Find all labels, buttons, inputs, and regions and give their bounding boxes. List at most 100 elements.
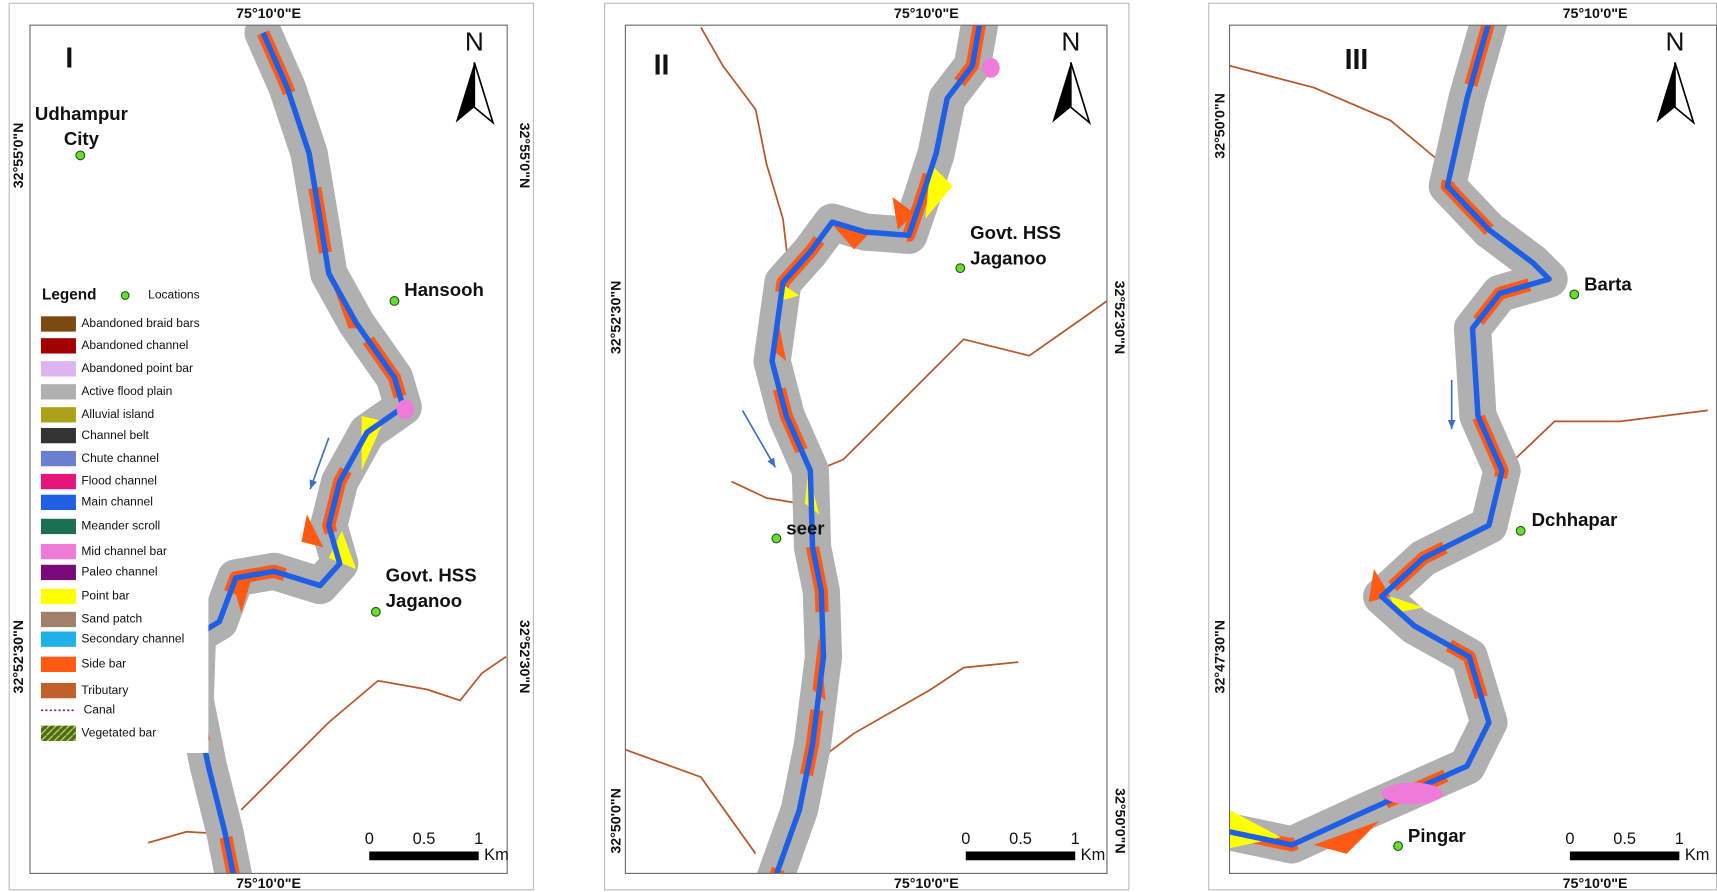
- legend-label: Abandoned point bar: [81, 361, 193, 375]
- mid-channel-bar: [1381, 782, 1443, 805]
- scale-tick-label: 0: [961, 830, 970, 848]
- scale-tick-label: 1: [1675, 830, 1684, 848]
- panel-border: [604, 2, 1130, 891]
- tributary: [240, 655, 507, 811]
- legend-label: Mid channel bar: [81, 544, 167, 558]
- scale-tick-label: 0: [365, 830, 374, 848]
- legend-swatch: [40, 494, 76, 511]
- location-dot: [771, 533, 782, 544]
- legend-label: Side bar: [81, 657, 126, 671]
- location-label: Udhampur: [35, 103, 128, 124]
- right-coord-label: 32°52'30"N: [1111, 281, 1127, 355]
- legend-swatch: [40, 427, 76, 444]
- legend-label: Point bar: [81, 589, 129, 603]
- frame: [29, 24, 508, 874]
- panel-number: I: [65, 43, 73, 75]
- legend-swatch: [40, 316, 76, 332]
- left-coord-label: 32°52'30"N: [11, 620, 27, 694]
- location-label: Dchhapar: [1532, 509, 1618, 530]
- location-label: Jaganoo: [970, 247, 1046, 268]
- map-content: [1229, 25, 1708, 864]
- left-coord-label: 32°47'30"N: [1213, 620, 1229, 694]
- scale-unit: Km: [484, 846, 509, 864]
- flow-arrow: [741, 410, 777, 468]
- location-dot: [370, 606, 381, 617]
- top-coord-label: 75°10'0"E: [236, 6, 301, 22]
- point-bar: [328, 530, 357, 570]
- location-dot: [75, 150, 86, 161]
- location-label: Pingar: [1408, 825, 1466, 846]
- panel-number: III: [1345, 44, 1369, 76]
- north-arrow-left: [1656, 62, 1675, 123]
- legend-swatch: [40, 450, 76, 467]
- main-channel: [1229, 25, 1552, 848]
- legend-location-label: Locations: [148, 288, 199, 302]
- north-arrow-right: [1674, 62, 1696, 125]
- top-coord-label: 75°10'0"E: [894, 6, 959, 22]
- top-coord-label: 75°10'0"E: [1563, 6, 1628, 22]
- left-coord-label: 32°52'30"N: [608, 281, 624, 355]
- scale-tick-label: 0.5: [1613, 830, 1636, 848]
- map-panel: II N 75°10'0"E 75°10'0"E 32°52'30"N 32°50'0"N…: [604, 2, 1130, 892]
- legend-swatch: [40, 564, 76, 581]
- tributary: [809, 661, 1019, 767]
- north-arrow-left: [1052, 62, 1071, 123]
- location-label: City: [64, 128, 100, 149]
- scale-tick-label: 0.5: [1009, 830, 1032, 848]
- bottom-coord-label: 75°10'0"E: [894, 876, 959, 892]
- north-label: N: [1665, 27, 1684, 57]
- scale-bar: [1569, 851, 1680, 861]
- point-bar: [925, 164, 953, 219]
- location-label: Hansooh: [404, 279, 484, 300]
- scale-tick-label: 0: [1565, 830, 1574, 848]
- location-dot: [389, 296, 400, 306]
- left-coord-label: 32°55'0"N: [11, 123, 27, 189]
- location-label: Govt. HSS: [970, 222, 1061, 243]
- right-coord-label: 32°55'0"N: [516, 123, 532, 189]
- main-channel: [769, 25, 983, 874]
- north-label: N: [1061, 27, 1080, 57]
- legend-label: Flood channel: [81, 474, 157, 488]
- legend-swatch: [40, 407, 76, 423]
- side-bar: [892, 197, 915, 230]
- flow-arrow-head: [309, 479, 317, 490]
- legend-label: Alluvial island: [81, 407, 154, 421]
- legend-label: Chute channel: [81, 451, 159, 465]
- location-label: Jaganoo: [386, 590, 462, 611]
- left-coord-label: 32°50'0"N: [608, 788, 624, 854]
- location-label: Govt. HSS: [386, 565, 477, 586]
- flow-arrow: [309, 437, 330, 490]
- legend-swatch: [40, 725, 76, 741]
- legend: Legend Locations Abandoned braid bars Aband…: [33, 282, 209, 754]
- legend-label: Meander scroll: [81, 519, 160, 533]
- legend-swatch: [40, 588, 76, 605]
- side-bar: [1313, 820, 1380, 854]
- legend-swatch: [40, 338, 76, 354]
- legend-swatch: [40, 656, 76, 673]
- legend-swatch: [40, 473, 76, 490]
- panel-border: [8, 2, 534, 891]
- flow-arrow-head: [1447, 419, 1456, 430]
- side-bar: [301, 514, 324, 548]
- legend-swatch: [40, 543, 76, 560]
- legend-swatch: [40, 384, 76, 400]
- right-coord-label: 32°50'0"N: [1111, 788, 1127, 854]
- legend-swatch: [40, 682, 76, 699]
- bottom-coord-label: 75°10'0"E: [1563, 876, 1628, 892]
- legend-swatch: [40, 361, 76, 377]
- tributary: [700, 26, 792, 285]
- legend-label: Main channel: [81, 495, 152, 509]
- bottom-coord-label: 75°10'0"E: [236, 876, 301, 892]
- legend-label: Paleo channel: [81, 565, 157, 579]
- map-panel: III N 75°10'0"E 75°10'0"E 32°50'0"N 32°47'30"…: [1208, 2, 1717, 892]
- legend-label: Active flood plain: [81, 384, 172, 398]
- location-dot: [1393, 841, 1404, 851]
- legend-label: Secondary channel: [81, 631, 184, 645]
- north-arrow-left: [455, 62, 475, 123]
- scale-bar: [369, 851, 479, 861]
- scale-unit: Km: [1081, 846, 1106, 864]
- legend-label: Tributary: [81, 683, 128, 697]
- scale-tick-label: 1: [474, 830, 483, 848]
- frame: [624, 24, 1108, 874]
